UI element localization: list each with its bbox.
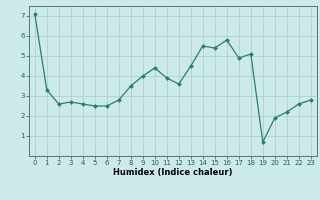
X-axis label: Humidex (Indice chaleur): Humidex (Indice chaleur) — [113, 168, 233, 177]
